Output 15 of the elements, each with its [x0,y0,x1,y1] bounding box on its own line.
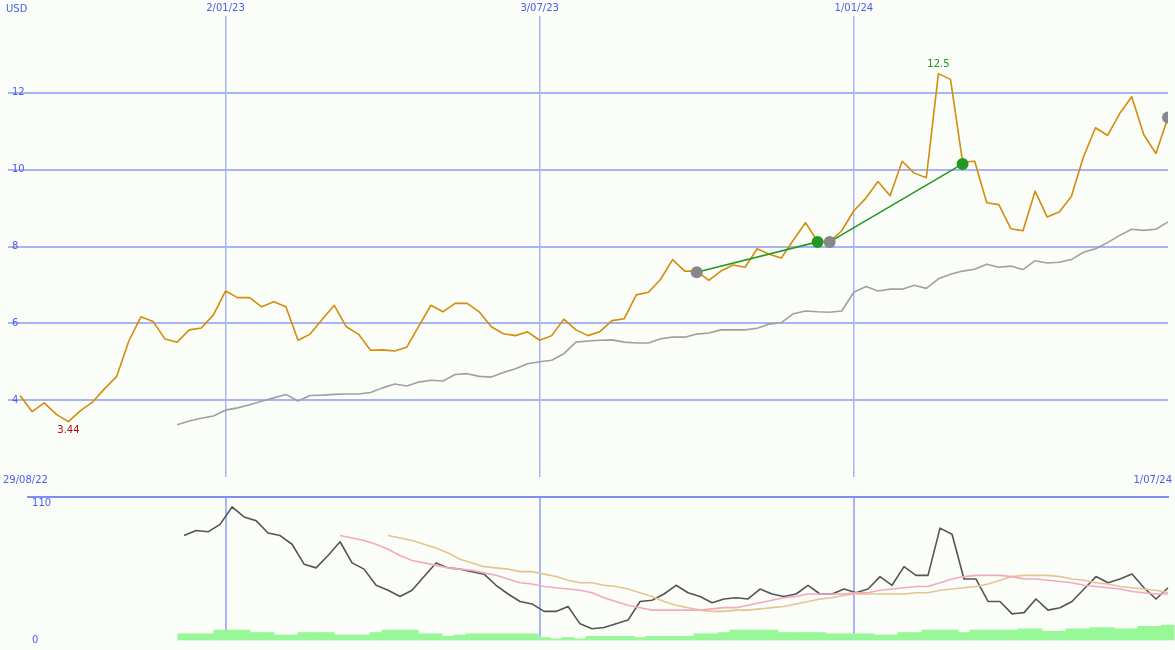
y-tick-label: 12 [12,86,25,98]
y-tick-label: 10 [12,163,25,175]
y-tick-label: 8 [12,240,19,252]
annotation: 12.5 [927,58,950,70]
y-tick-label: 0 [32,633,39,645]
annotation: 1/07/24 [1133,473,1172,485]
x-tick-label: 1/01/24 [834,1,874,13]
y-tick-label: 4 [12,393,19,405]
annotation: 3.44 [57,424,80,436]
y-tick-label: 110 [32,496,52,508]
y-tick-label: 6 [12,316,19,328]
x-tick-label: 2/01/23 [206,1,245,13]
annotation: 29/08/22 [3,473,48,485]
x-tick-label: 3/07/23 [520,1,559,13]
y-axis-title: USD [6,2,28,14]
